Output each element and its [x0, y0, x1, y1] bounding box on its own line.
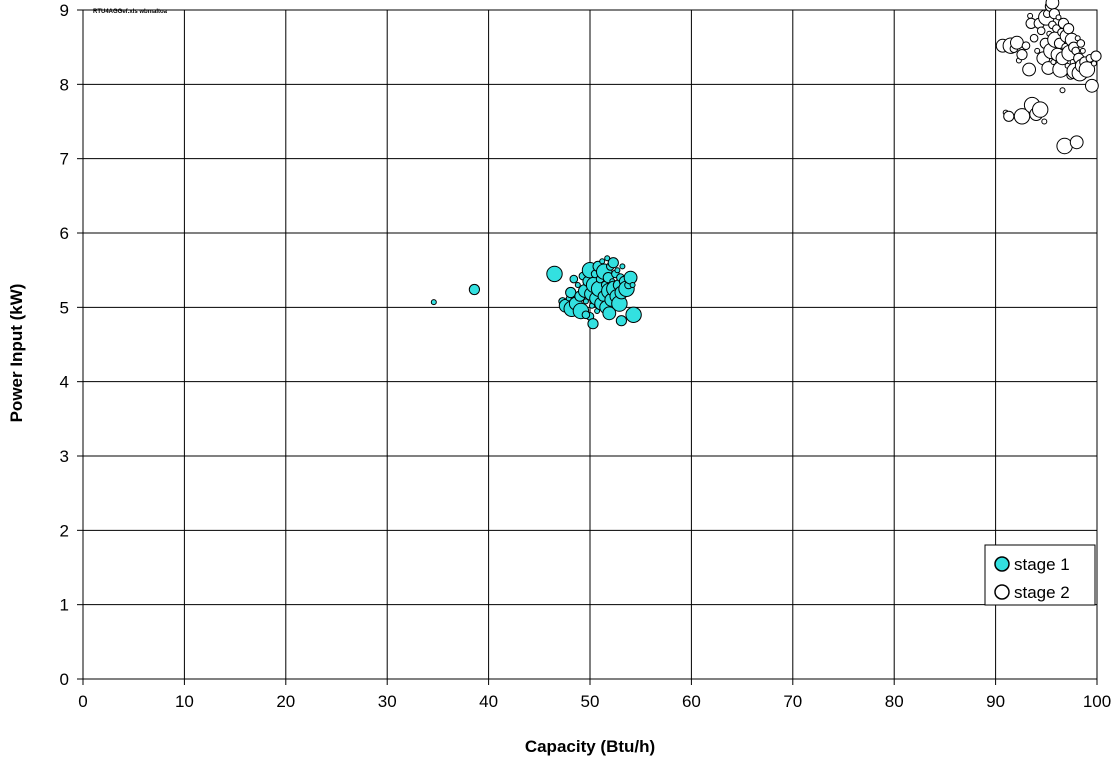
data-point-stage-2: [1069, 135, 1084, 150]
plot-area: [82, 9, 1098, 680]
y-tick-label: 5: [60, 298, 69, 317]
x-tick-label: 90: [986, 692, 1005, 711]
data-point-stage-1: [581, 310, 591, 320]
data-point-stage-2: [1036, 26, 1046, 36]
data-point-stage-2: [1032, 101, 1049, 118]
file-label: RTU4AGGef.xls wbmaltoa: [93, 9, 168, 15]
data-point-stage-1: [629, 282, 636, 288]
data-point-stage-2: [1016, 49, 1028, 61]
x-tick-label: 50: [581, 692, 600, 711]
legend-label-stage-2: stage 2: [1014, 583, 1070, 602]
data-point-stage-1: [587, 318, 599, 330]
x-tick-label: 40: [479, 692, 498, 711]
data-point-stage-1: [604, 255, 611, 262]
legend-marker-stage-2: [994, 584, 1010, 600]
y-tick-label: 0: [60, 670, 69, 689]
x-tick-label: 60: [682, 692, 701, 711]
x-tick-label: 10: [175, 692, 194, 711]
y-axis-title: Power Input (kW): [7, 284, 26, 423]
data-point-stage-2: [1045, 0, 1060, 10]
legend-item-stage-2: stage 2: [994, 583, 1070, 602]
data-point-stage-1: [574, 282, 581, 288]
data-point-stage-2: [1027, 12, 1034, 19]
data-point-stage-2: [1029, 33, 1039, 43]
data-point-stage-1: [565, 286, 577, 299]
data-point-stage-1: [430, 299, 437, 306]
x-tick-label: 80: [885, 692, 904, 711]
x-tick-label: 30: [378, 692, 397, 711]
series-stage-1: [430, 255, 642, 330]
data-point-stage-1: [599, 258, 606, 265]
y-tick-label: 4: [60, 373, 69, 392]
y-tick-label: 3: [60, 447, 69, 466]
data-point-stage-1: [625, 306, 642, 323]
y-tick-label: 7: [60, 150, 69, 169]
y-tick-label: 8: [60, 75, 69, 94]
data-point-stage-2: [1010, 35, 1024, 50]
y-tick-label: 9: [60, 1, 69, 20]
data-point-stage-2: [1056, 137, 1073, 155]
data-point-stage-2: [1041, 118, 1048, 125]
data-point-stage-2: [1021, 41, 1031, 51]
data-point-stage-1: [615, 315, 628, 327]
legend-label-stage-1: stage 1: [1014, 555, 1070, 574]
data-points: [430, 0, 1102, 330]
axis-ticks: 0 10 20 30 40 50 60 70 80 90 100 0 1 2 3 4 5 6 7 8 9: [60, 1, 1112, 711]
data-point-stage-2: [1079, 47, 1086, 54]
data-point-stage-1: [614, 267, 621, 274]
data-point-stage-2: [1078, 61, 1096, 78]
legend-marker-stage-1: [994, 556, 1010, 572]
x-tick-label: 0: [78, 692, 87, 711]
x-tick-label: 100: [1083, 692, 1111, 711]
data-point-stage-2: [1055, 14, 1062, 21]
data-point-stage-1: [602, 306, 617, 321]
data-point-stage-1: [619, 263, 626, 270]
data-point-stage-2: [1059, 87, 1066, 94]
data-point-stage-1: [623, 270, 638, 285]
legend: stage 1 stage 2: [984, 544, 1096, 606]
data-point-stage-1: [468, 283, 480, 296]
data-point-stage-2: [1022, 62, 1036, 77]
data-point-stage-2: [1091, 60, 1097, 67]
data-point-stage-2: [1076, 39, 1086, 48]
data-point-stage-2: [1063, 23, 1075, 35]
legend-item-stage-1: stage 1: [994, 555, 1070, 574]
x-axis-title: Capacity (Btu/h): [525, 737, 655, 756]
series-stage-2: [995, 0, 1102, 155]
data-point-stage-2: [1034, 47, 1041, 54]
data-point-stage-1: [546, 265, 563, 283]
y-tick-label: 2: [60, 521, 69, 540]
data-point-stage-1: [607, 257, 619, 269]
data-point-stage-2: [1003, 110, 1015, 122]
data-point-stage-2: [1090, 50, 1102, 62]
x-tick-label: 70: [783, 692, 802, 711]
data-point-stage-2: [1085, 78, 1099, 93]
data-point-stage-1: [569, 274, 579, 284]
y-tick-label: 1: [60, 596, 69, 615]
data-point-stage-1: [582, 298, 589, 305]
y-tick-label: 6: [60, 224, 69, 243]
x-tick-label: 20: [276, 692, 295, 711]
